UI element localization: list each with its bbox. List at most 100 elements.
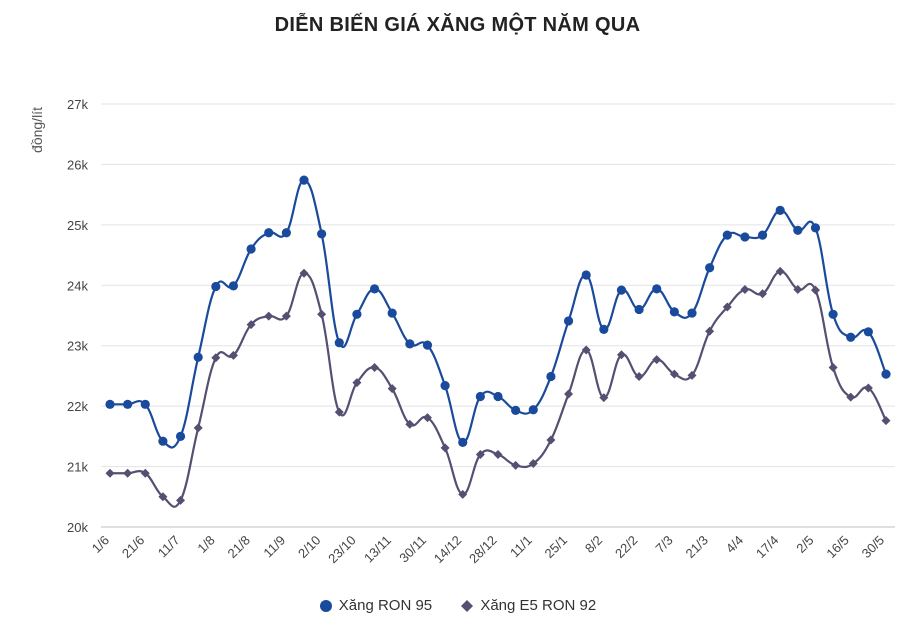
x-tick-label: 2/10 [295,533,324,562]
data-point[interactable] [105,468,115,478]
data-point[interactable] [317,309,327,319]
data-point[interactable] [352,309,362,319]
data-point[interactable] [793,285,803,295]
data-point[interactable] [846,392,856,402]
data-point[interactable] [564,389,574,399]
data-point[interactable] [846,332,856,342]
data-point[interactable] [458,437,468,447]
data-point[interactable] [352,378,362,388]
data-point[interactable] [493,391,503,402]
data-point[interactable] [810,285,820,295]
data-point[interactable] [246,244,256,254]
data-point[interactable] [105,399,115,409]
data-point[interactable] [123,399,133,409]
data-point[interactable] [669,369,679,379]
legend-item-e5[interactable]: Xăng E5 RON 92 [460,597,596,614]
data-point[interactable] [422,413,432,423]
data-point[interactable] [828,362,838,372]
data-point[interactable] [705,263,715,273]
data-point[interactable] [687,370,697,380]
data-point[interactable] [740,285,750,295]
data-point[interactable] [193,352,203,362]
data-point[interactable] [652,284,662,294]
data-point[interactable] [616,350,626,360]
data-point[interactable] [211,353,221,363]
data-point[interactable] [228,350,238,360]
data-point[interactable] [757,230,768,240]
x-tick-label: 25/1 [542,533,571,562]
data-point[interactable] [863,383,873,393]
data-point[interactable] [563,316,574,326]
data-point[interactable] [863,327,873,337]
data-point[interactable] [687,308,697,318]
data-point[interactable] [405,419,415,429]
data-point[interactable] [299,268,309,278]
data-point[interactable] [810,223,821,233]
data-point[interactable] [528,459,538,469]
data-point[interactable] [722,230,732,240]
data-point[interactable] [511,405,521,415]
y-tick-label: 22k [67,399,88,414]
data-point[interactable] [158,436,168,446]
data-point[interactable] [334,407,344,417]
data-point[interactable] [546,435,556,445]
data-point[interactable] [440,443,450,453]
data-point[interactable] [581,270,591,280]
data-point[interactable] [775,266,785,276]
data-point[interactable] [405,339,415,349]
data-point[interactable] [493,449,503,459]
x-tick-label: 2/5 [793,533,816,556]
data-point[interactable] [669,307,679,317]
data-point[interactable] [317,229,327,239]
data-point[interactable] [422,340,433,350]
data-point[interactable] [228,281,239,291]
data-point[interactable] [634,304,644,315]
data-point[interactable] [793,225,803,235]
data-point[interactable] [546,371,556,382]
data-point[interactable] [775,205,785,215]
data-point[interactable] [264,311,274,321]
data-point[interactable] [193,423,203,433]
data-point[interactable] [475,449,485,459]
data-point[interactable] [140,468,150,478]
data-point[interactable] [387,308,397,318]
data-point[interactable] [634,372,644,382]
data-point[interactable] [740,232,750,242]
data-point[interactable] [705,326,715,336]
data-point[interactable] [511,460,521,470]
legend-item-ron95[interactable]: Xăng RON 95 [319,597,432,614]
data-point[interactable] [334,338,344,348]
data-point[interactable] [458,489,468,499]
data-point[interactable] [246,320,256,330]
data-point[interactable] [176,495,186,505]
series-line [110,179,888,449]
data-point[interactable] [722,302,732,312]
data-point[interactable] [581,345,591,355]
data-point[interactable] [881,369,891,379]
data-point[interactable] [881,416,891,426]
data-point[interactable] [599,324,609,334]
data-point[interactable] [211,281,221,292]
data-point[interactable] [158,492,168,502]
data-point[interactable] [281,311,291,321]
data-point[interactable] [528,405,538,415]
data-point[interactable] [370,362,380,372]
data-point[interactable] [387,384,397,394]
data-point[interactable] [475,391,485,402]
chart-title: DIỄN BIẾN GIÁ XĂNG MỘT NĂM QUA [274,14,641,36]
data-point[interactable] [828,309,838,319]
data-point[interactable] [652,355,662,365]
data-point[interactable] [369,284,380,294]
data-point[interactable] [123,468,133,478]
data-point[interactable] [599,393,609,403]
data-point[interactable] [616,285,627,295]
data-point[interactable] [175,431,186,441]
data-point[interactable] [281,228,291,238]
data-point[interactable] [758,289,768,299]
data-point[interactable] [299,175,309,185]
data-point[interactable] [440,380,450,391]
x-tick-label: 16/5 [823,533,852,562]
series-ron95 [105,175,891,449]
data-point[interactable] [264,228,274,238]
data-point[interactable] [140,399,150,409]
